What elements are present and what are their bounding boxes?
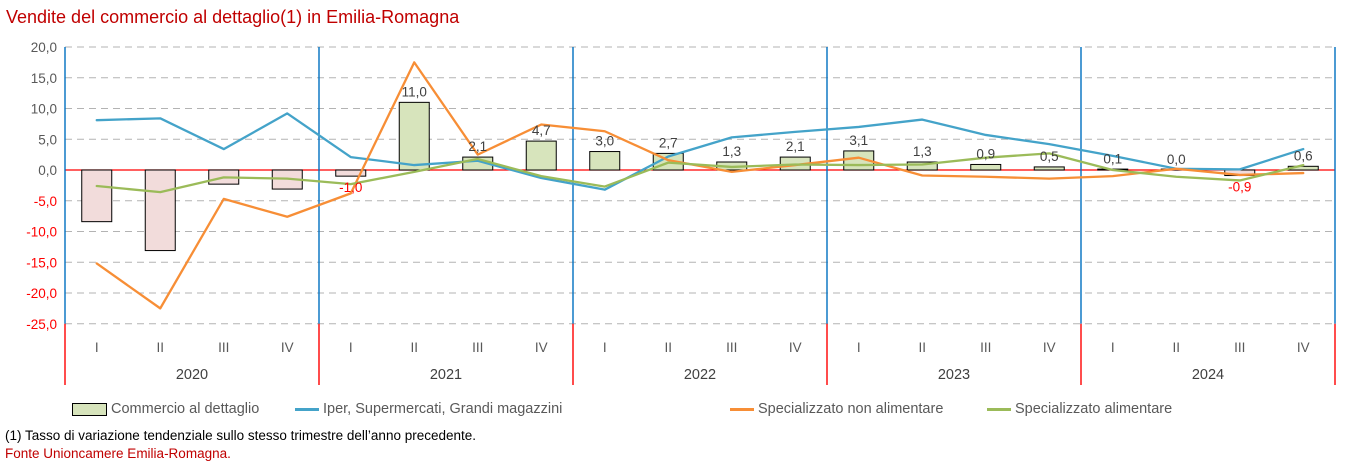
svg-text:IV: IV: [1043, 340, 1056, 355]
bar: [81, 169, 113, 223]
svg-text:0,0: 0,0: [1167, 152, 1186, 167]
svg-text:2021: 2021: [430, 367, 462, 383]
gridlines: [65, 46, 1335, 325]
svg-text:3,0: 3,0: [595, 134, 614, 149]
series-line: [95, 152, 1305, 194]
svg-text:1,3: 1,3: [913, 144, 932, 159]
year-labels: 2020 2021 2022 2023 2024: [176, 367, 1224, 383]
legend-item-alimentare: Specializzato alimentare: [987, 399, 1172, 419]
svg-text:I: I: [603, 340, 607, 355]
y-axis-labels: 20,0 15,0 10,0 5,0 0,0 -5,0 -10,0 -15,0 -20,0 -25…: [26, 40, 57, 332]
svg-text:I: I: [857, 340, 861, 355]
legend-label: Iper, Supermercati, Grandi magazzini: [323, 401, 563, 417]
bar: [335, 169, 367, 177]
legend-item-non-alimentare: Specializzato non alimentare: [730, 399, 943, 419]
bar: [144, 169, 176, 252]
legend-label: Commercio al dettaglio: [111, 401, 260, 417]
legend-label: Specializzato alimentare: [1015, 401, 1173, 417]
svg-text:2,1: 2,1: [786, 139, 805, 154]
svg-text:II: II: [664, 340, 672, 355]
svg-text:I: I: [95, 340, 99, 355]
svg-text:2,1: 2,1: [468, 139, 487, 154]
svg-text:4,7: 4,7: [532, 123, 551, 138]
series-line: [95, 112, 1305, 191]
bar-labels: -1,0 11,0 2,1 4,7 3,0 2,7 1,3 2,1 3,1 1,3 0,9 0,5 0,…: [339, 84, 1313, 195]
svg-text:-0,9: -0,9: [1228, 180, 1251, 195]
svg-text:0,1: 0,1: [1103, 151, 1122, 166]
svg-text:II: II: [918, 340, 926, 355]
legend: Commercio al dettaglio Iper, Supermercat…: [0, 399, 1354, 421]
svg-text:-20,0: -20,0: [26, 286, 57, 301]
svg-text:I: I: [1111, 340, 1115, 355]
svg-text:2022: 2022: [684, 367, 716, 383]
legend-label: Specializzato non alimentare: [758, 401, 944, 417]
svg-text:III: III: [726, 340, 737, 355]
svg-text:11,0: 11,0: [402, 84, 427, 99]
year-separators: [64, 47, 1336, 385]
svg-text:-25,0: -25,0: [26, 317, 57, 332]
svg-text:5,0: 5,0: [38, 132, 57, 147]
line-swatch-icon: [730, 407, 754, 411]
svg-text:10,0: 10,0: [31, 102, 57, 117]
svg-text:15,0: 15,0: [31, 71, 57, 86]
bar: [1033, 166, 1065, 171]
svg-text:IV: IV: [1297, 340, 1310, 355]
svg-text:2024: 2024: [1192, 367, 1224, 383]
svg-text:2,7: 2,7: [659, 135, 678, 150]
bar: [906, 161, 938, 171]
bar: [525, 140, 557, 171]
svg-text:-5,0: -5,0: [34, 194, 57, 209]
source-note: Fonte Unioncamere Emilia-Romagna.: [5, 446, 231, 461]
svg-text:2023: 2023: [938, 367, 970, 383]
line-swatch-icon: [987, 407, 1011, 411]
svg-text:IV: IV: [281, 340, 294, 355]
svg-text:-15,0: -15,0: [26, 255, 57, 270]
svg-text:-1,0: -1,0: [339, 180, 362, 195]
svg-text:0,9: 0,9: [976, 146, 995, 161]
svg-text:2020: 2020: [176, 367, 208, 383]
svg-text:II: II: [156, 340, 164, 355]
svg-text:III: III: [980, 340, 991, 355]
svg-text:0,0: 0,0: [38, 163, 57, 178]
legend-item-commercio: Commercio al dettaglio: [72, 399, 259, 419]
svg-text:IV: IV: [535, 340, 548, 355]
svg-text:II: II: [410, 340, 418, 355]
svg-text:IV: IV: [789, 340, 802, 355]
svg-text:I: I: [349, 340, 353, 355]
svg-text:-10,0: -10,0: [26, 225, 57, 240]
chart-title: Vendite del commercio al dettaglio(1) in…: [6, 7, 460, 27]
svg-text:III: III: [1234, 340, 1245, 355]
svg-text:0,6: 0,6: [1294, 148, 1313, 163]
bar-swatch-icon: [72, 402, 107, 416]
footnote: (1) Tasso di variazione tendenziale sull…: [5, 428, 477, 443]
bar: [970, 163, 1002, 171]
svg-text:II: II: [1172, 340, 1180, 355]
line-swatch-icon: [295, 407, 319, 411]
bar: [589, 151, 621, 171]
svg-text:3,1: 3,1: [849, 133, 868, 148]
quarter-labels: I II III IV I II III IV I II III IV I II III IV I II III IV: [95, 340, 1310, 355]
svg-text:III: III: [472, 340, 483, 355]
svg-text:1,3: 1,3: [722, 144, 741, 159]
svg-text:0,5: 0,5: [1040, 149, 1059, 164]
svg-text:III: III: [218, 340, 229, 355]
bar: [398, 101, 430, 171]
svg-text:20,0: 20,0: [31, 40, 57, 55]
legend-item-iper: Iper, Supermercati, Grandi magazzini: [295, 399, 562, 419]
series-line: [95, 61, 1305, 310]
